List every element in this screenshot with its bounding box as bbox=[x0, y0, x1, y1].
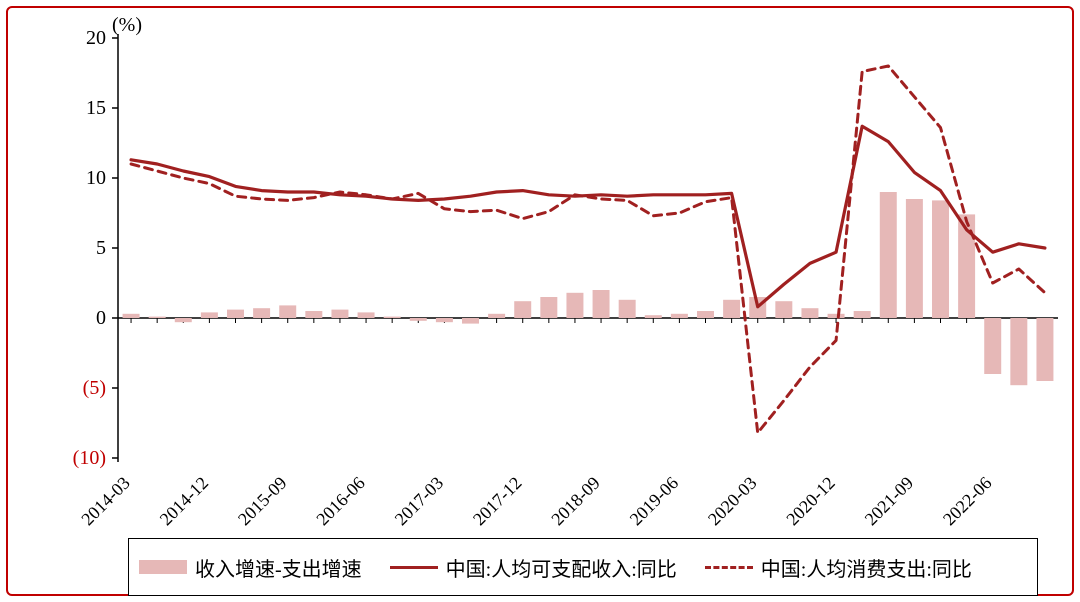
svg-text:2016-06: 2016-06 bbox=[312, 473, 369, 530]
svg-text:15: 15 bbox=[86, 97, 106, 119]
svg-text:(5): (5) bbox=[83, 377, 106, 399]
legend-line-dashed-icon bbox=[705, 566, 753, 569]
svg-text:2020-03: 2020-03 bbox=[704, 473, 761, 530]
svg-text:2020-12: 2020-12 bbox=[782, 473, 839, 530]
chart-frame: (%) 20 15 10 5 0 (5) (10) 2014-03 2014-12 2015-09… bbox=[6, 6, 1074, 596]
svg-text:10: 10 bbox=[86, 167, 106, 189]
svg-text:2014-12: 2014-12 bbox=[156, 473, 213, 530]
svg-text:2015-09: 2015-09 bbox=[234, 473, 291, 530]
svg-text:2022-06: 2022-06 bbox=[939, 473, 996, 530]
svg-text:2018-09: 2018-09 bbox=[547, 473, 604, 530]
legend-label-bars: 收入增速-支出增速 bbox=[195, 553, 362, 582]
svg-text:2017-12: 2017-12 bbox=[469, 473, 526, 530]
svg-text:(10): (10) bbox=[73, 447, 106, 469]
svg-text:2014-03: 2014-03 bbox=[77, 473, 134, 530]
legend-item-income: 中国:人均可支配收入:同比 bbox=[390, 554, 677, 580]
svg-text:0: 0 bbox=[96, 307, 106, 329]
legend-label-income: 中国:人均可支配收入:同比 bbox=[446, 553, 677, 582]
svg-text:2021-09: 2021-09 bbox=[861, 473, 918, 530]
chart-plot: 20 15 10 5 0 (5) (10) 2014-03 2014-12 2015-09 2016… bbox=[8, 8, 1076, 598]
legend-label-expenditure: 中国:人均消费支出:同比 bbox=[761, 553, 972, 582]
svg-text:5: 5 bbox=[96, 237, 106, 259]
legend-item-expenditure: 中国:人均消费支出:同比 bbox=[705, 554, 972, 580]
legend-swatch-bar-icon bbox=[139, 560, 187, 574]
svg-text:2017-03: 2017-03 bbox=[391, 473, 448, 530]
legend-line-solid-icon bbox=[390, 566, 438, 569]
legend-box: 收入增速-支出增速 中国:人均可支配收入:同比 中国:人均消费支出:同比 bbox=[128, 538, 1038, 596]
svg-text:20: 20 bbox=[86, 27, 106, 49]
y-unit-label: (%) bbox=[112, 14, 142, 37]
svg-text:2019-06: 2019-06 bbox=[626, 473, 683, 530]
legend-item-bars: 收入增速-支出增速 bbox=[139, 554, 362, 580]
